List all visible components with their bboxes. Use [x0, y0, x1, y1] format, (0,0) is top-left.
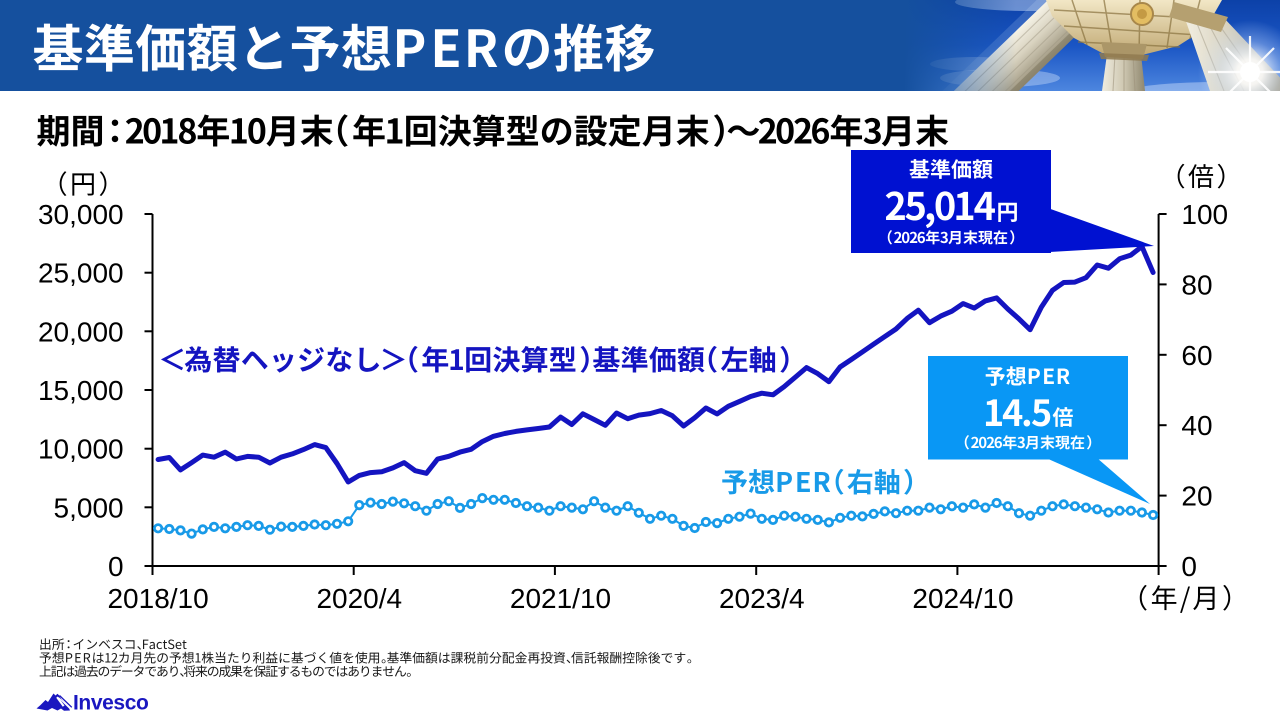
svg-text:0: 0	[108, 551, 124, 582]
svg-text:0: 0	[1181, 551, 1197, 582]
svg-text:80: 80	[1181, 269, 1212, 300]
svg-text:2023/4: 2023/4	[719, 583, 805, 614]
svg-text:25,000: 25,000	[38, 258, 124, 289]
svg-text:40: 40	[1181, 410, 1212, 441]
svg-text:20,000: 20,000	[38, 316, 124, 347]
svg-text:2024/10: 2024/10	[912, 583, 1013, 614]
svg-text:2021/10: 2021/10	[510, 583, 611, 614]
svg-text:20: 20	[1181, 481, 1212, 512]
svg-text:60: 60	[1181, 340, 1212, 371]
svg-text:2020/4: 2020/4	[316, 583, 402, 614]
svg-text:Invesco: Invesco	[73, 692, 148, 715]
svg-text:2018/10: 2018/10	[107, 583, 208, 614]
svg-text:5,000: 5,000	[54, 492, 124, 523]
svg-text:30,000: 30,000	[38, 199, 124, 230]
svg-text:100: 100	[1181, 199, 1228, 230]
svg-text:10,000: 10,000	[38, 434, 124, 465]
svg-text:15,000: 15,000	[38, 375, 124, 406]
